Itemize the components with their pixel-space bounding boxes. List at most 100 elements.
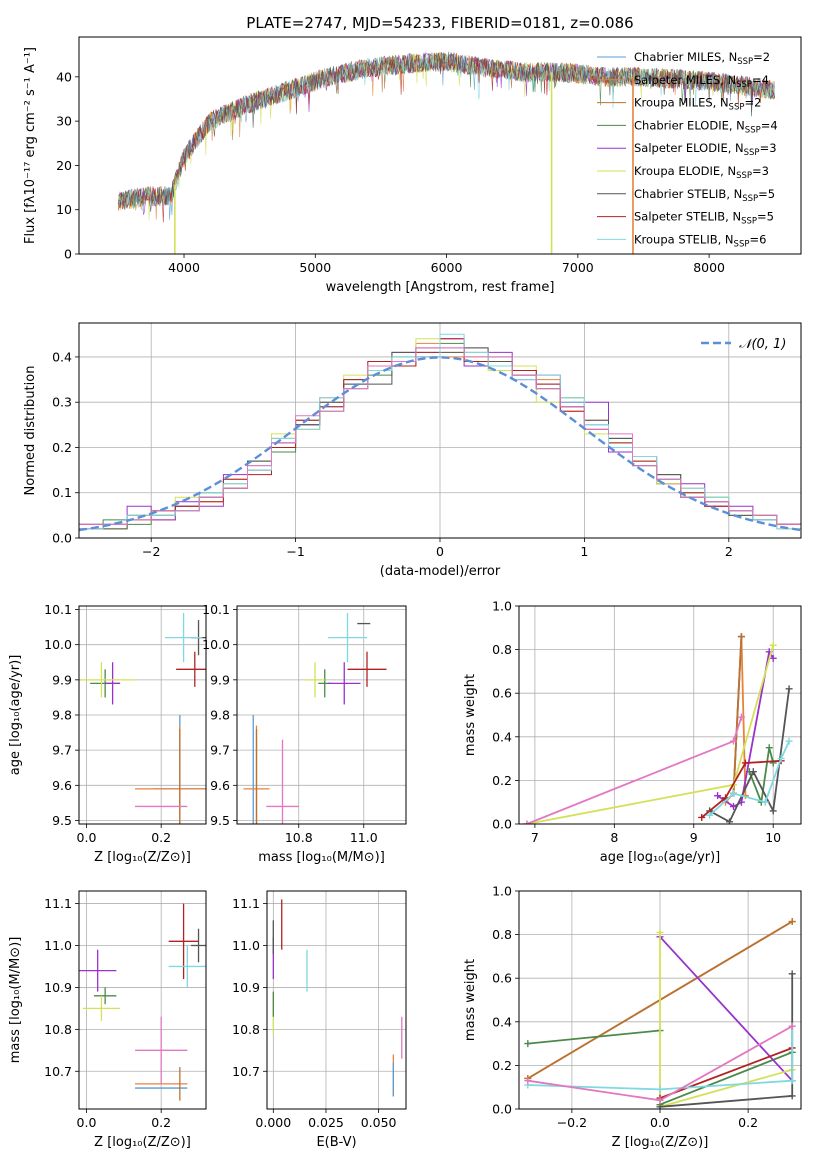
x-axis-label: wavelength [Angstrom, rest frame] [326, 280, 555, 295]
weight-marker [726, 818, 734, 824]
legend-entry: 𝒩(0, 1) [739, 337, 786, 352]
y-tick-label: 0.4 [52, 349, 72, 364]
weight-marker [769, 654, 777, 662]
y-tick-label: 0.8 [492, 927, 512, 942]
y-tick-label: 9.7 [52, 743, 72, 758]
x-tick-label: 11.0 [350, 830, 378, 845]
y-tick-label: 10.0 [202, 637, 230, 652]
legend-tail: =4 [761, 118, 778, 132]
legend-tail: =5 [757, 210, 774, 224]
x-axis-label: Z [log₁₀(Z/Z⊙)] [94, 850, 191, 865]
y-tick-label: 0.0 [52, 531, 72, 546]
y-tick-label: 10.7 [232, 1064, 260, 1079]
y-tick-label: 0.4 [492, 1014, 512, 1029]
x-tick-label: 0.0 [77, 830, 97, 845]
weight-marker [656, 1085, 664, 1093]
y-tick-label: 0.2 [492, 1058, 512, 1073]
x-tick-label: 8000 [693, 260, 725, 275]
y-tick-label: 9.6 [210, 778, 230, 793]
weight-marker [769, 641, 777, 649]
x-tick-label: 7000 [562, 260, 594, 275]
axes-frame [78, 890, 207, 1110]
x-tick-label: 1 [580, 544, 588, 559]
y-tick-label: 1.0 [492, 599, 512, 614]
x-tick-label: −0.2 [557, 1115, 587, 1130]
y-tick-label: 0.3 [52, 395, 72, 410]
weight-marker [765, 744, 773, 752]
weight-line [659, 1051, 793, 1106]
weight-marker [729, 737, 737, 745]
weight-marker [524, 1077, 532, 1085]
legend-entry: Kroupa STELIB, NSSP=6 [634, 232, 766, 249]
weight-line [659, 936, 793, 1082]
legend-text: Salpeter MILES, N [634, 73, 736, 87]
x-tick-label: 6000 [431, 260, 463, 275]
y-tick-label: 0.6 [492, 686, 512, 701]
legend-tail: =3 [760, 141, 777, 155]
y-tick-label: 10.9 [44, 980, 72, 995]
chart-age-Z: 0.0 0.2 9.5 9.6 9.7 9.8 9.9 10.0 10.1 Z [log₁₀(Z/… [8, 602, 207, 865]
weight-line [527, 1029, 661, 1045]
weight-marker [785, 737, 793, 745]
weight-marker [698, 813, 706, 821]
y-tick-label: 9.5 [210, 813, 230, 828]
y-axis-label: Flux [fλ10⁻¹⁷ erg cm⁻² s⁻¹ A⁻¹] [23, 47, 38, 244]
axes-frame [518, 605, 802, 825]
plot-area [79, 903, 206, 1101]
weight-marker [749, 768, 757, 776]
weight-marker [656, 1096, 664, 1104]
plot-area [118, 51, 775, 254]
y-tick-label: 9.7 [210, 743, 230, 758]
legend-text: Chabrier STELIB, N [634, 187, 742, 201]
x-axis-label: (data-model)/error [380, 564, 501, 579]
x-axis-label: age [log₁₀(age/yr)] [600, 850, 721, 865]
legend-subscript: SSP [734, 239, 750, 249]
x-axis-label: Z [log₁₀(Z/Z⊙)] [94, 1135, 191, 1150]
legend-subscript: SSP [736, 80, 752, 90]
chart-mass-EBV: 0.000 0.025 0.050 10.7 10.8 10.9 11.0 11.1 E(B-V… [232, 890, 407, 1150]
weight-marker [788, 918, 796, 926]
legend-text: Kroupa STELIB, N [634, 232, 734, 246]
y-tick-label: 10.8 [44, 1022, 72, 1037]
legend-subscript: SSP [744, 148, 760, 158]
weight-line [527, 1026, 794, 1091]
plot-area [523, 633, 793, 824]
legend-subscript: SSP [736, 171, 752, 181]
legend-entry: Salpeter ELODIE, NSSP=3 [634, 141, 777, 158]
legend-subscript: SSP [745, 125, 761, 135]
y-tick-label: 0.0 [492, 817, 512, 832]
y-tick-label: 40 [56, 69, 72, 84]
x-tick-label: 0.000 [255, 1115, 291, 1130]
axes-frame [266, 890, 407, 1110]
x-tick-label: 5000 [299, 260, 331, 275]
x-tick-label: 0.2 [151, 1115, 171, 1130]
legend-text: Salpeter STELIB, N [634, 210, 741, 224]
y-tick-label: 0.6 [492, 971, 512, 986]
plot-area [272, 899, 403, 1097]
legend-tail: =6 [749, 232, 766, 246]
x-tick-label: 0.050 [361, 1115, 397, 1130]
legend-entry: Salpeter MILES, NSSP=4 [634, 73, 769, 90]
y-tick-label: 10.0 [44, 637, 72, 652]
x-tick-label: 2 [725, 544, 733, 559]
legend-entry: Chabrier STELIB, NSSP=5 [634, 187, 775, 204]
chart-mass-Z: 0.0 0.2 10.7 10.8 10.9 11.0 11.1 Z [log₁₀(Z/Z⊙)… [8, 890, 207, 1150]
spectrum-line [118, 52, 775, 212]
legend-text: Salpeter ELODIE, N [634, 141, 744, 155]
x-axis-label: E(B-V) [316, 1135, 356, 1150]
legend-entry: Kroupa ELODIE, NSSP=3 [634, 164, 769, 181]
weight-marker [656, 928, 664, 936]
legend-subscript: SSP [729, 103, 745, 113]
x-tick-label: 10.8 [285, 830, 313, 845]
legend-text: Chabrier MILES, N [634, 50, 737, 64]
weight-marker [769, 807, 777, 815]
x-tick-label: 7 [531, 830, 539, 845]
chart-weight-Z: −0.2 0.0 0.2 0.0 0.2 0.4 0.6 0.8 1.0 Z [log₁₀(Z/Z… [463, 884, 802, 1150]
x-tick-label: 4000 [168, 260, 200, 275]
chart-residuals: −2 −1 0 1 2 0.0 0.1 0.2 0.3 0.4 (data-model)/error… [23, 322, 802, 579]
y-tick-label: 10.1 [44, 602, 72, 617]
weight-marker [729, 789, 737, 797]
spectrum-line [118, 52, 775, 212]
